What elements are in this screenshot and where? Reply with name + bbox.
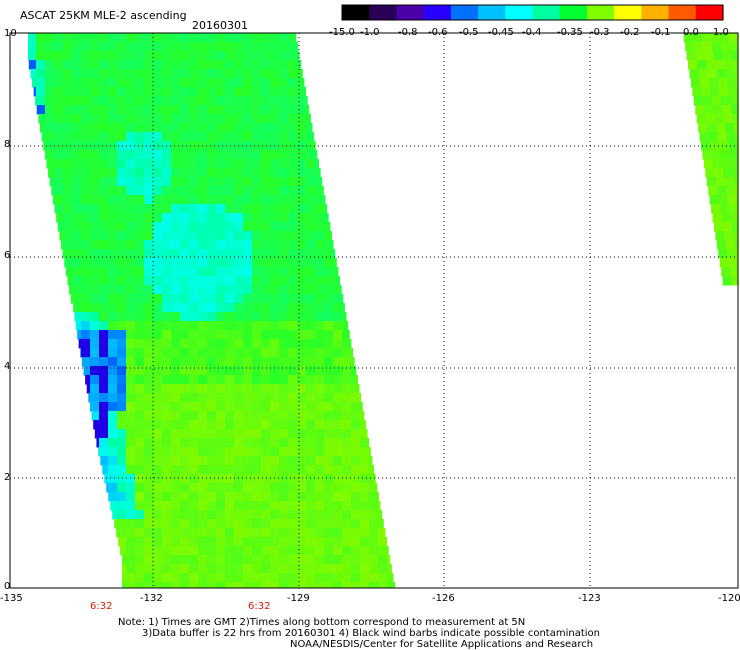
colorbar-swatch [369,5,398,20]
colorbar-label: -0.1 [651,27,671,38]
colorbar-label: 0.0 [683,27,699,38]
data-swath-right [683,33,739,286]
colorbar-swatch [423,5,452,20]
colorbar-swatch [586,5,615,20]
colorbar-swatch [614,5,642,20]
colorbar-label: -0.4 [522,27,542,38]
y-tick-label: 8 [4,139,11,150]
colorbar-swatch [668,5,697,20]
x-tick-label: -123 [578,593,601,604]
colorbar-swatch [396,5,425,20]
x-tick-label: -129 [287,593,310,604]
x-tick-label: -120 [718,593,740,604]
colorbar-swatch [505,5,534,20]
colorbar-label: -15.0 [329,27,355,38]
map-title: ASCAT 25KM MLE-2 ascending [20,9,187,22]
colorbar-swatch [532,5,561,20]
x-tick-label: -135 [0,593,23,604]
note-line-3: NOAA/NESDIS/Center for Satellite Applica… [290,639,594,650]
colorbar-swatch [559,5,588,20]
y-tick-label: 0 [4,581,11,592]
plot-frame [9,32,739,589]
colorbar-label: -0.45 [488,27,514,38]
colorbar-label: -0.5 [459,27,479,38]
colorbar-swatch [342,5,370,20]
y-tick-label: 4 [4,361,11,372]
time-label: 6:32 [248,601,271,612]
colorbar-swatch [450,5,479,20]
y-tick-label: 6 [4,250,11,261]
colorbar-swatch [641,5,670,20]
colorbar [341,4,724,21]
colorbar-label: -0.3 [590,27,610,38]
data-swath-main [28,33,396,589]
colorbar-label: -0.35 [557,27,583,38]
colorbar-label: -0.6 [428,27,448,38]
colorbar-label: -0.2 [620,27,640,38]
colorbar-swatch [478,5,506,20]
y-tick-label: 2 [4,472,11,483]
map-date: 20160301 [192,19,248,32]
x-tick-label: -132 [140,593,163,604]
grid-lines [10,33,738,588]
note-line-2: 3)Data buffer is 22 hrs from 20160301 4)… [142,628,600,639]
colorbar-label: -0.8 [398,27,418,38]
colorbar-swatch [695,5,724,20]
colorbar-label: 1.0 [713,27,729,38]
time-label: 6:32 [90,601,113,612]
x-tick-label: -126 [432,593,455,604]
note-line-1: Note: 1) Times are GMT 2)Times along bot… [118,617,526,628]
colorbar-label: -1.0 [360,27,380,38]
y-tick-label: 10 [4,28,17,39]
